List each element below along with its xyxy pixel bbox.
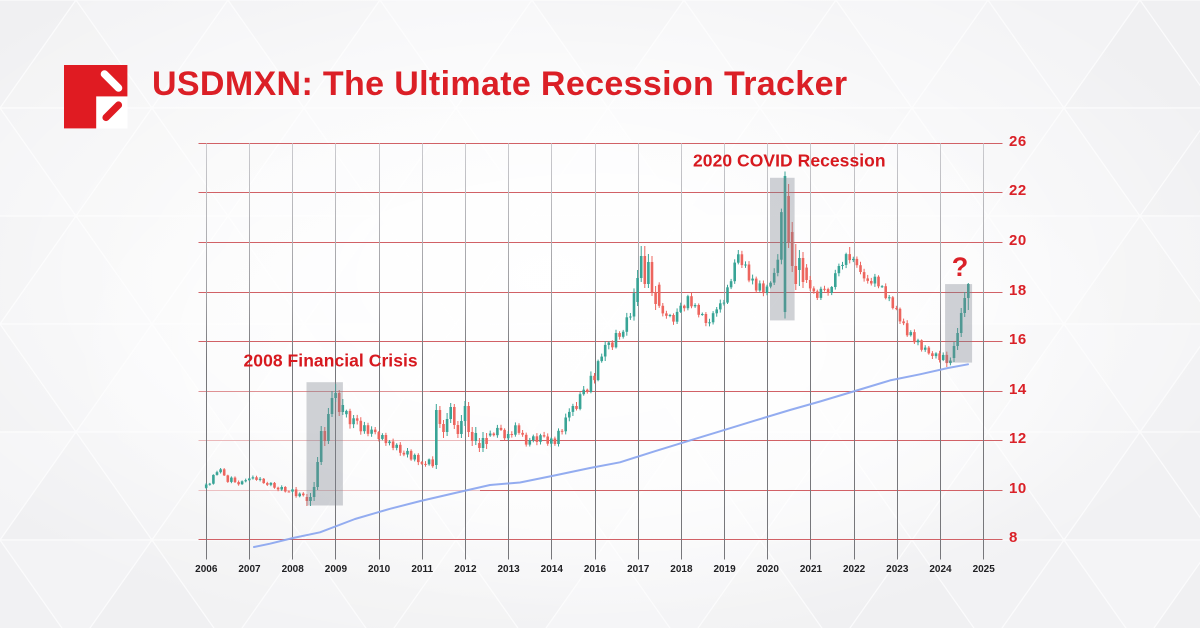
svg-text:2024: 2024 [929, 564, 952, 575]
svg-text:12: 12 [1009, 430, 1027, 447]
svg-text:10: 10 [1009, 480, 1027, 497]
svg-text:14: 14 [1009, 381, 1027, 398]
svg-text:2019: 2019 [713, 564, 736, 575]
svg-text:16: 16 [1009, 331, 1027, 348]
svg-text:2013: 2013 [497, 564, 520, 575]
svg-text:2022: 2022 [843, 564, 866, 575]
svg-text:2008 Financial Crisis: 2008 Financial Crisis [244, 350, 418, 370]
svg-text:?: ? [952, 252, 969, 282]
svg-text:18: 18 [1009, 282, 1027, 299]
svg-text:22: 22 [1009, 182, 1027, 199]
svg-text:2007: 2007 [238, 564, 261, 575]
svg-text:2023: 2023 [886, 564, 909, 575]
svg-text:2017: 2017 [627, 564, 650, 575]
svg-text:2021: 2021 [800, 564, 823, 575]
svg-text:2009: 2009 [325, 564, 348, 575]
svg-text:26: 26 [1009, 133, 1027, 150]
svg-text:2012: 2012 [454, 564, 477, 575]
svg-text:2010: 2010 [368, 564, 391, 575]
svg-text:2006: 2006 [195, 564, 218, 575]
svg-text:8: 8 [1009, 529, 1018, 546]
svg-text:2020 COVID Recession: 2020 COVID Recession [693, 150, 886, 170]
svg-text:2011: 2011 [411, 564, 433, 575]
svg-text:2018: 2018 [670, 564, 693, 575]
svg-text:20: 20 [1009, 232, 1027, 249]
svg-text:2016: 2016 [584, 564, 607, 575]
svg-text:2014: 2014 [541, 564, 564, 575]
svg-text:2025: 2025 [973, 564, 996, 575]
svg-text:2008: 2008 [282, 564, 305, 575]
svg-text:2020: 2020 [757, 564, 780, 575]
